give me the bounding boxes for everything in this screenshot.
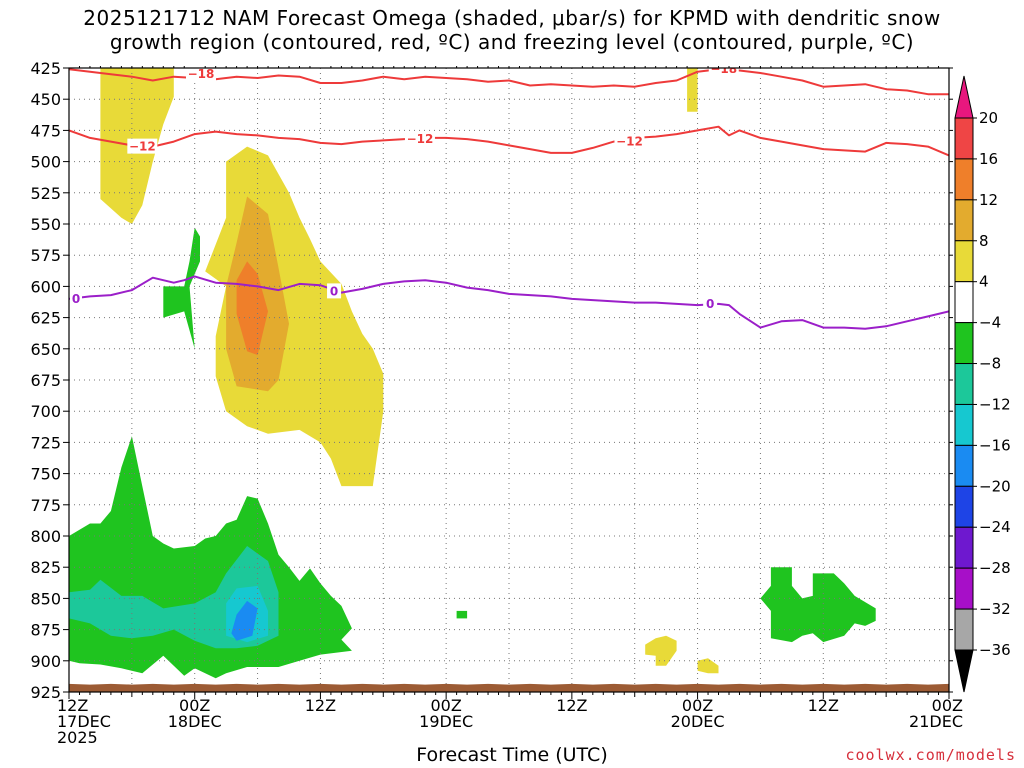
colorbar-label-13: −36 (979, 641, 1011, 659)
freezing-level-label-1: 0 (706, 297, 714, 311)
freezing-level-contour (69, 275, 949, 330)
x-tick-label-60-1: 20DEC (671, 712, 725, 731)
colorbar-label-5: −4 (979, 314, 1001, 332)
x-axis-label: Forecast Time (UTC) (416, 744, 608, 766)
colorbar-bin-4 (954, 281, 974, 324)
colorbar-label-1: 16 (979, 150, 998, 168)
y-tick-label-425: 425 (30, 59, 61, 78)
x-tick-label-72-0: 12Z (808, 696, 839, 715)
contour-label-bg (70, 290, 82, 306)
colorbar-bin-0 (954, 117, 974, 160)
colorbar-bin-9 (954, 485, 974, 528)
y-tick-label-475: 475 (30, 121, 61, 140)
x-tick-label-12-1: 18DEC (168, 712, 222, 731)
chart-title-line-2: growth region (contoured, red, ºC) and f… (109, 30, 915, 54)
contour-label-bg (186, 68, 216, 82)
y-tick-label-600: 600 (30, 277, 61, 296)
x-tick-label-36-0: 00Z (430, 696, 461, 715)
colorbar-label-0: 20 (979, 109, 998, 127)
source-credit: coolwx.com/models (845, 746, 1016, 764)
freezing-level-label-0: 0 (330, 284, 338, 298)
y-tick-label-800: 800 (30, 527, 61, 546)
omega-region-1 (687, 68, 698, 112)
y-tick-label-700: 700 (30, 402, 61, 421)
freezing-level-label-edge: 0 (72, 292, 80, 306)
dgz-contour--12 (69, 125, 949, 157)
x-tick-label-24-0: 12Z (305, 696, 336, 715)
contour-label-bg (404, 131, 435, 147)
colorbar-bin-5 (954, 322, 974, 365)
colorbar-label-11: −28 (979, 559, 1011, 577)
y-tick-label-675: 675 (30, 371, 61, 390)
colorbar-top-arrow (954, 75, 974, 119)
x-tick-label-12-0: 00Z (179, 696, 210, 715)
x-tick-label-0-2: 2025 (57, 728, 98, 747)
colorbar-label-12: −32 (979, 600, 1011, 618)
dgz-contour-label--18-1: −18 (710, 62, 737, 76)
ground-terrain (69, 683, 949, 692)
plot-area: −18 −18 −12 −12 −12 0 0 0 (69, 62, 949, 692)
x-tick-label-0-1: 17DEC (57, 712, 111, 731)
colorbar-bin-2 (954, 199, 974, 242)
y-tick-label-825: 825 (30, 558, 61, 577)
x-tick-label-48-0: 12Z (556, 696, 587, 715)
colorbar-bin-3 (954, 240, 974, 283)
y-tick-label-500: 500 (30, 153, 61, 172)
colorbar-bin-11 (954, 567, 974, 610)
colorbar-label-8: −16 (979, 436, 1011, 454)
colorbar: 20 16 12 8 4 −4 −8 −12 −16 −20 −24 −28 −32 −36 (954, 75, 1011, 693)
colorbar-bin-7 (954, 403, 974, 446)
colorbar-label-7: −12 (979, 395, 1011, 413)
y-tick-label-775: 775 (30, 496, 61, 515)
omega-region-9 (231, 600, 258, 641)
colorbar-bin-8 (954, 444, 974, 487)
y-tick-label-750: 750 (30, 465, 61, 484)
omega-region-12 (456, 610, 468, 619)
y-tick-label-550: 550 (30, 215, 61, 234)
colorbar-label-2: 12 (979, 191, 998, 209)
colorbar-bin-12 (954, 608, 974, 651)
y-tick-label-900: 900 (30, 652, 61, 671)
y-tick-label-925: 925 (30, 683, 61, 702)
y-tick-label-850: 850 (30, 589, 61, 608)
x-tick-label-36-1: 19DEC (419, 712, 473, 731)
y-tick-label-525: 525 (30, 184, 61, 203)
omega-region-5 (163, 227, 200, 349)
y-tick-label-650: 650 (30, 340, 61, 359)
omega-region-10 (645, 635, 677, 666)
dgz-contour-label--12-2: −12 (616, 135, 643, 149)
colorbar-bottom-arrow (954, 649, 974, 693)
x-tick-label-84-0: 00Z (932, 696, 963, 715)
chart-title: 2025121712 NAM Forecast Omega (shaded, μ… (0, 6, 1024, 54)
colorbar-label-3: 8 (979, 232, 989, 250)
chart-title-line-1: 2025121712 NAM Forecast Omega (shaded, μ… (83, 6, 941, 30)
contour-label-bg (327, 283, 342, 299)
y-tick-label-575: 575 (30, 246, 61, 265)
colorbar-label-6: −8 (979, 355, 1001, 373)
y-tick-label-875: 875 (30, 621, 61, 640)
colorbar-bin-1 (954, 158, 974, 201)
contour-label-bg (703, 295, 718, 311)
omega-region-13 (760, 567, 876, 643)
contour-label-bg (614, 133, 645, 149)
colorbar-bin-10 (954, 526, 974, 569)
colorbar-bin-6 (954, 363, 974, 405)
colorbar-label-9: −20 (979, 477, 1011, 495)
dgz-contour-label--18-0: −18 (188, 67, 215, 81)
dgz-contour-label--12-0: −12 (129, 140, 156, 154)
colorbar-label-4: 4 (979, 273, 989, 291)
x-tick-label-0-0: 12Z (57, 696, 88, 715)
omega-region-11 (697, 658, 719, 674)
x-tick-label-84-1: 21DEC (909, 712, 963, 731)
x-tick-label-60-0: 00Z (682, 696, 713, 715)
colorbar-label-10: −24 (979, 518, 1011, 536)
contour-label-bg (127, 138, 158, 154)
dgz-contour-label--12-1: −12 (407, 132, 434, 146)
y-tick-label-625: 625 (30, 309, 61, 328)
contour-label-bg (708, 68, 739, 77)
y-tick-label-450: 450 (30, 90, 61, 109)
y-tick-label-725: 725 (30, 433, 61, 452)
